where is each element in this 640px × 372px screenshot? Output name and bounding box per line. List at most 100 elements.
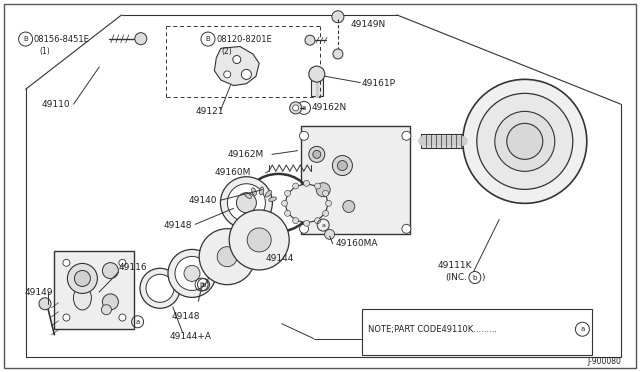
Circle shape [507, 124, 543, 159]
Circle shape [324, 230, 335, 239]
Circle shape [290, 102, 301, 114]
Ellipse shape [234, 225, 239, 229]
Circle shape [63, 259, 70, 266]
Text: J-900080: J-900080 [587, 357, 621, 366]
Ellipse shape [244, 215, 248, 220]
Ellipse shape [248, 254, 255, 259]
Ellipse shape [243, 240, 250, 246]
Text: NOTE;PART CODE49110K.........: NOTE;PART CODE49110K......... [368, 325, 497, 334]
Circle shape [343, 201, 355, 212]
Text: 49116: 49116 [118, 263, 147, 272]
Text: b: b [202, 282, 205, 288]
Ellipse shape [244, 260, 248, 265]
Ellipse shape [266, 190, 271, 197]
Circle shape [315, 218, 321, 224]
Text: 49149: 49149 [24, 288, 53, 296]
Ellipse shape [283, 238, 288, 242]
Circle shape [135, 33, 147, 45]
Circle shape [285, 210, 291, 217]
Ellipse shape [270, 260, 275, 265]
Ellipse shape [234, 251, 239, 255]
Circle shape [39, 298, 51, 310]
Circle shape [308, 66, 324, 82]
Circle shape [247, 228, 271, 252]
Text: 49111K: 49111K [437, 262, 472, 270]
Ellipse shape [220, 177, 273, 229]
Text: 49144: 49144 [266, 254, 294, 263]
Text: b: b [200, 282, 204, 288]
Circle shape [140, 268, 180, 308]
Text: 49110: 49110 [42, 100, 70, 109]
Circle shape [303, 220, 310, 226]
Circle shape [477, 93, 573, 189]
Ellipse shape [243, 268, 250, 274]
Text: B: B [23, 36, 28, 42]
Ellipse shape [217, 276, 222, 283]
Ellipse shape [227, 184, 266, 222]
Circle shape [305, 35, 315, 45]
Circle shape [332, 11, 344, 23]
Circle shape [74, 270, 90, 286]
Ellipse shape [236, 193, 257, 213]
Ellipse shape [279, 251, 284, 255]
FancyBboxPatch shape [301, 126, 410, 234]
Circle shape [332, 155, 353, 176]
Text: 49144+A: 49144+A [170, 332, 212, 341]
Circle shape [495, 111, 555, 171]
Ellipse shape [279, 225, 284, 229]
Circle shape [67, 263, 97, 294]
Circle shape [333, 49, 343, 59]
Circle shape [146, 274, 174, 302]
Text: 08120-8201E: 08120-8201E [216, 35, 272, 44]
Text: 49140: 49140 [189, 196, 218, 205]
Text: 49148: 49148 [172, 312, 200, 321]
Circle shape [337, 161, 348, 170]
Ellipse shape [259, 187, 264, 195]
Text: a: a [321, 222, 325, 228]
Circle shape [168, 249, 216, 298]
Ellipse shape [200, 254, 207, 259]
Ellipse shape [492, 102, 508, 121]
Circle shape [300, 131, 308, 140]
Ellipse shape [205, 240, 211, 246]
Circle shape [119, 259, 126, 266]
FancyBboxPatch shape [311, 74, 323, 96]
Circle shape [217, 247, 237, 267]
Circle shape [402, 224, 411, 233]
Ellipse shape [217, 230, 222, 237]
Text: b: b [473, 275, 477, 280]
Circle shape [229, 210, 289, 270]
Text: a: a [136, 319, 140, 325]
Circle shape [199, 229, 255, 285]
Circle shape [233, 55, 241, 64]
Circle shape [315, 183, 321, 189]
Ellipse shape [550, 119, 571, 133]
Text: a: a [580, 326, 584, 332]
Circle shape [292, 183, 299, 189]
Ellipse shape [205, 268, 211, 274]
Text: (2): (2) [221, 47, 232, 56]
Text: (1): (1) [39, 47, 50, 56]
Circle shape [316, 183, 330, 197]
Ellipse shape [230, 238, 236, 242]
Ellipse shape [257, 263, 261, 269]
Circle shape [402, 131, 411, 140]
Text: 08156-8451E: 08156-8451E [34, 35, 90, 44]
Text: 49162M: 49162M [227, 150, 264, 159]
Ellipse shape [495, 164, 511, 183]
Circle shape [224, 71, 230, 78]
Circle shape [184, 265, 200, 282]
Text: ): ) [481, 273, 484, 282]
Text: B: B [205, 36, 211, 42]
Ellipse shape [232, 276, 237, 283]
Circle shape [241, 70, 252, 79]
Ellipse shape [232, 230, 237, 237]
Circle shape [292, 105, 299, 111]
Text: 49160M: 49160M [214, 169, 251, 177]
Circle shape [323, 210, 329, 217]
Text: 49162N: 49162N [312, 103, 347, 112]
Circle shape [119, 314, 126, 321]
Circle shape [175, 256, 209, 291]
Ellipse shape [270, 215, 275, 220]
Text: 49160MA: 49160MA [336, 239, 378, 248]
